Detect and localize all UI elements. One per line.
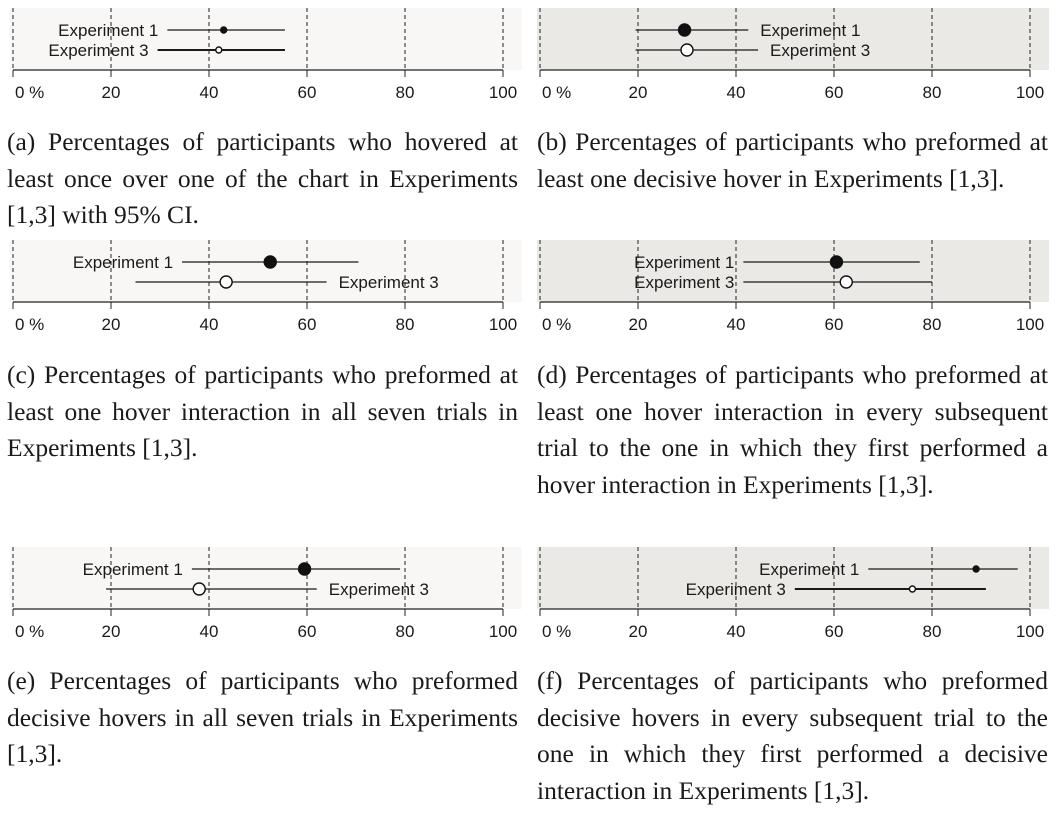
tick-label: 60 [298,622,317,641]
tick-label: 80 [923,315,942,334]
tick-label: 20 [629,315,648,334]
point-estimate [297,562,312,576]
series-label: Experiment 3 [329,580,429,599]
tick-label: 0 % [542,622,571,641]
tick-label: 80 [396,622,415,641]
caption-e: (e) Percentages of participants who pref… [7,666,518,768]
point-estimate [219,275,233,289]
panel-e: 0 % 20 40 60 80 100 Experiment 1 Experiment 3 [10,539,522,649]
tick-label: 0 % [542,83,571,102]
tick-label: 0 % [15,622,44,641]
point-estimate [908,585,917,593]
series-label: Experiment 1 [58,21,158,40]
series-label: Experiment 3 [634,273,734,292]
tick-label: 0 % [15,83,44,102]
caption-c: (c) Percentages of participants who pref… [7,360,518,462]
tick-label: 60 [825,622,844,641]
tick-label: 0 % [15,315,44,334]
series-label: Experiment 3 [686,580,786,599]
panel-c: 0 % 20 40 60 80 100 Experiment 1 Experiment 3 [10,232,522,342]
tick-label: 20 [629,622,648,641]
tick-label: 40 [200,315,219,334]
series-label: Experiment 3 [339,273,439,292]
tick-label: 40 [727,83,746,102]
point-estimate [972,565,980,573]
tick-label: 20 [102,83,121,102]
tick-label: 20 [102,315,121,334]
series-label: Experiment 1 [759,560,859,579]
point-estimate [263,255,277,269]
chart-e: 0 % 20 40 60 80 100 Experiment 1 Experiment 3 [10,547,522,641]
point-estimate [215,46,223,54]
tick-label: 100 [1016,622,1044,641]
panel-d: 0 % 20 40 60 80 100 Experiment 1 Experiment 3 [537,232,1049,342]
tick-label: 20 [629,83,648,102]
point-estimate [839,275,853,289]
plot-background [10,8,522,70]
tick-label: 20 [102,622,121,641]
plot-background [10,547,522,609]
series-label: Experiment 1 [73,253,173,272]
tick-label: 60 [825,315,844,334]
tick-label: 80 [396,83,415,102]
series-label: Experiment 1 [760,21,860,40]
tick-label: 100 [489,83,517,102]
point-estimate [219,26,228,34]
caption-d: (d) Percentages of participants who pref… [537,360,1048,499]
series-label: Experiment 3 [770,41,870,60]
tick-label: 60 [298,315,317,334]
tick-label: 40 [727,622,746,641]
point-estimate [829,255,844,269]
tick-label: 80 [923,622,942,641]
tick-label: 80 [396,315,415,334]
tick-label: 60 [298,83,317,102]
series-label: Experiment 1 [634,253,734,272]
tick-label: 100 [489,622,517,641]
point-estimate [680,43,694,57]
tick-label: 40 [200,622,219,641]
plot-background [537,8,1049,70]
tick-label: 40 [200,83,219,102]
tick-label: 80 [923,83,942,102]
panel-a: 0 % 20 40 60 80 100 Experiment 1 Experiment 3 [10,0,522,110]
series-label: Experiment 1 [83,560,183,579]
series-label: Experiment 3 [48,41,148,60]
tick-label: 100 [1016,315,1044,334]
chart-c: 0 % 20 40 60 80 100 Experiment 1 Experiment 3 [10,240,522,334]
plot-background [10,240,522,302]
point-estimate [677,23,692,37]
panel-f: 0 % 20 40 60 80 100 Experiment 1 Experiment 3 [537,539,1049,649]
plot-background [537,547,1049,609]
tick-label: 60 [825,83,844,102]
caption-b: (b) Percentages of participants who pref… [537,127,1048,193]
tick-label: 40 [727,315,746,334]
caption-f: (f) Percentages of participants who pref… [537,666,1048,805]
point-estimate [192,582,206,596]
caption-a: (a) Percentages of participants who hove… [7,127,518,229]
tick-label: 0 % [542,315,571,334]
tick-label: 100 [1016,83,1044,102]
plot-background [537,240,1049,302]
panel-b: 0 % 20 40 60 80 100 Experiment 1 Experiment 3 [537,0,1049,110]
tick-label: 100 [489,315,517,334]
